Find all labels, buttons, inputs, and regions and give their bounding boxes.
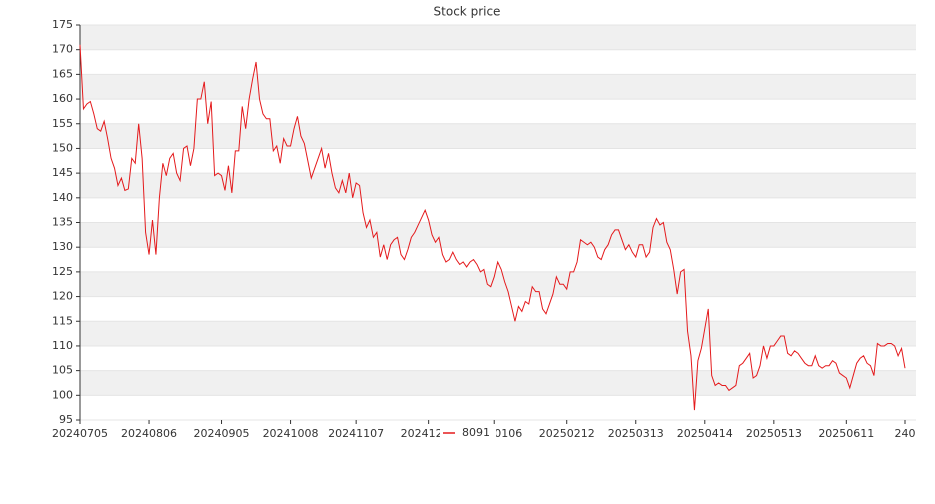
legend-label: 8091 (462, 426, 490, 439)
x-tick-label: 20250513 (746, 427, 802, 440)
grid-band (80, 74, 916, 100)
y-tick-label: 145 (52, 166, 73, 179)
x-tick-label: 20250611 (818, 427, 874, 440)
y-tick-label: 170 (52, 43, 73, 56)
y-tick-label: 130 (52, 240, 73, 253)
grid-band (80, 321, 916, 346)
legend: 8091 (440, 425, 496, 441)
grid-band (80, 25, 916, 50)
x-tick-label: 20240705 (52, 427, 108, 440)
chart-title: Stock price (434, 5, 501, 19)
grid-band (80, 123, 916, 149)
y-tick-label: 140 (52, 191, 73, 204)
y-tick-label: 125 (52, 265, 73, 278)
legend-box (440, 425, 496, 441)
grid-band (80, 222, 916, 248)
x-tick-label: 20240806 (121, 427, 177, 440)
x-tick-label: 240 (895, 427, 916, 440)
x-tick-label: 20250313 (608, 427, 664, 440)
y-tick-label: 100 (52, 388, 73, 401)
y-tick-label: 165 (52, 67, 73, 80)
x-tick-label: 20241107 (328, 427, 384, 440)
grid-band (80, 271, 916, 297)
y-tick-label: 150 (52, 141, 73, 154)
y-tick-label: 160 (52, 92, 73, 105)
x-tick-label: 20240905 (194, 427, 250, 440)
y-tick-label: 175 (52, 18, 73, 31)
x-tick-label: 20241008 (263, 427, 319, 440)
grid-band (80, 173, 916, 198)
series-line (79, 44, 906, 411)
x-tick-label: 20250212 (539, 427, 595, 440)
x-tick-label: 20250414 (677, 427, 733, 440)
y-tick-label: 155 (52, 117, 73, 130)
y-tick-label: 135 (52, 216, 73, 229)
y-tick-label: 105 (52, 364, 73, 377)
y-tick-label: 115 (52, 314, 73, 327)
y-tick-label: 120 (52, 290, 73, 303)
y-tick-label: 95 (59, 413, 73, 426)
y-tick-label: 110 (52, 339, 73, 352)
grid-band (80, 370, 916, 396)
